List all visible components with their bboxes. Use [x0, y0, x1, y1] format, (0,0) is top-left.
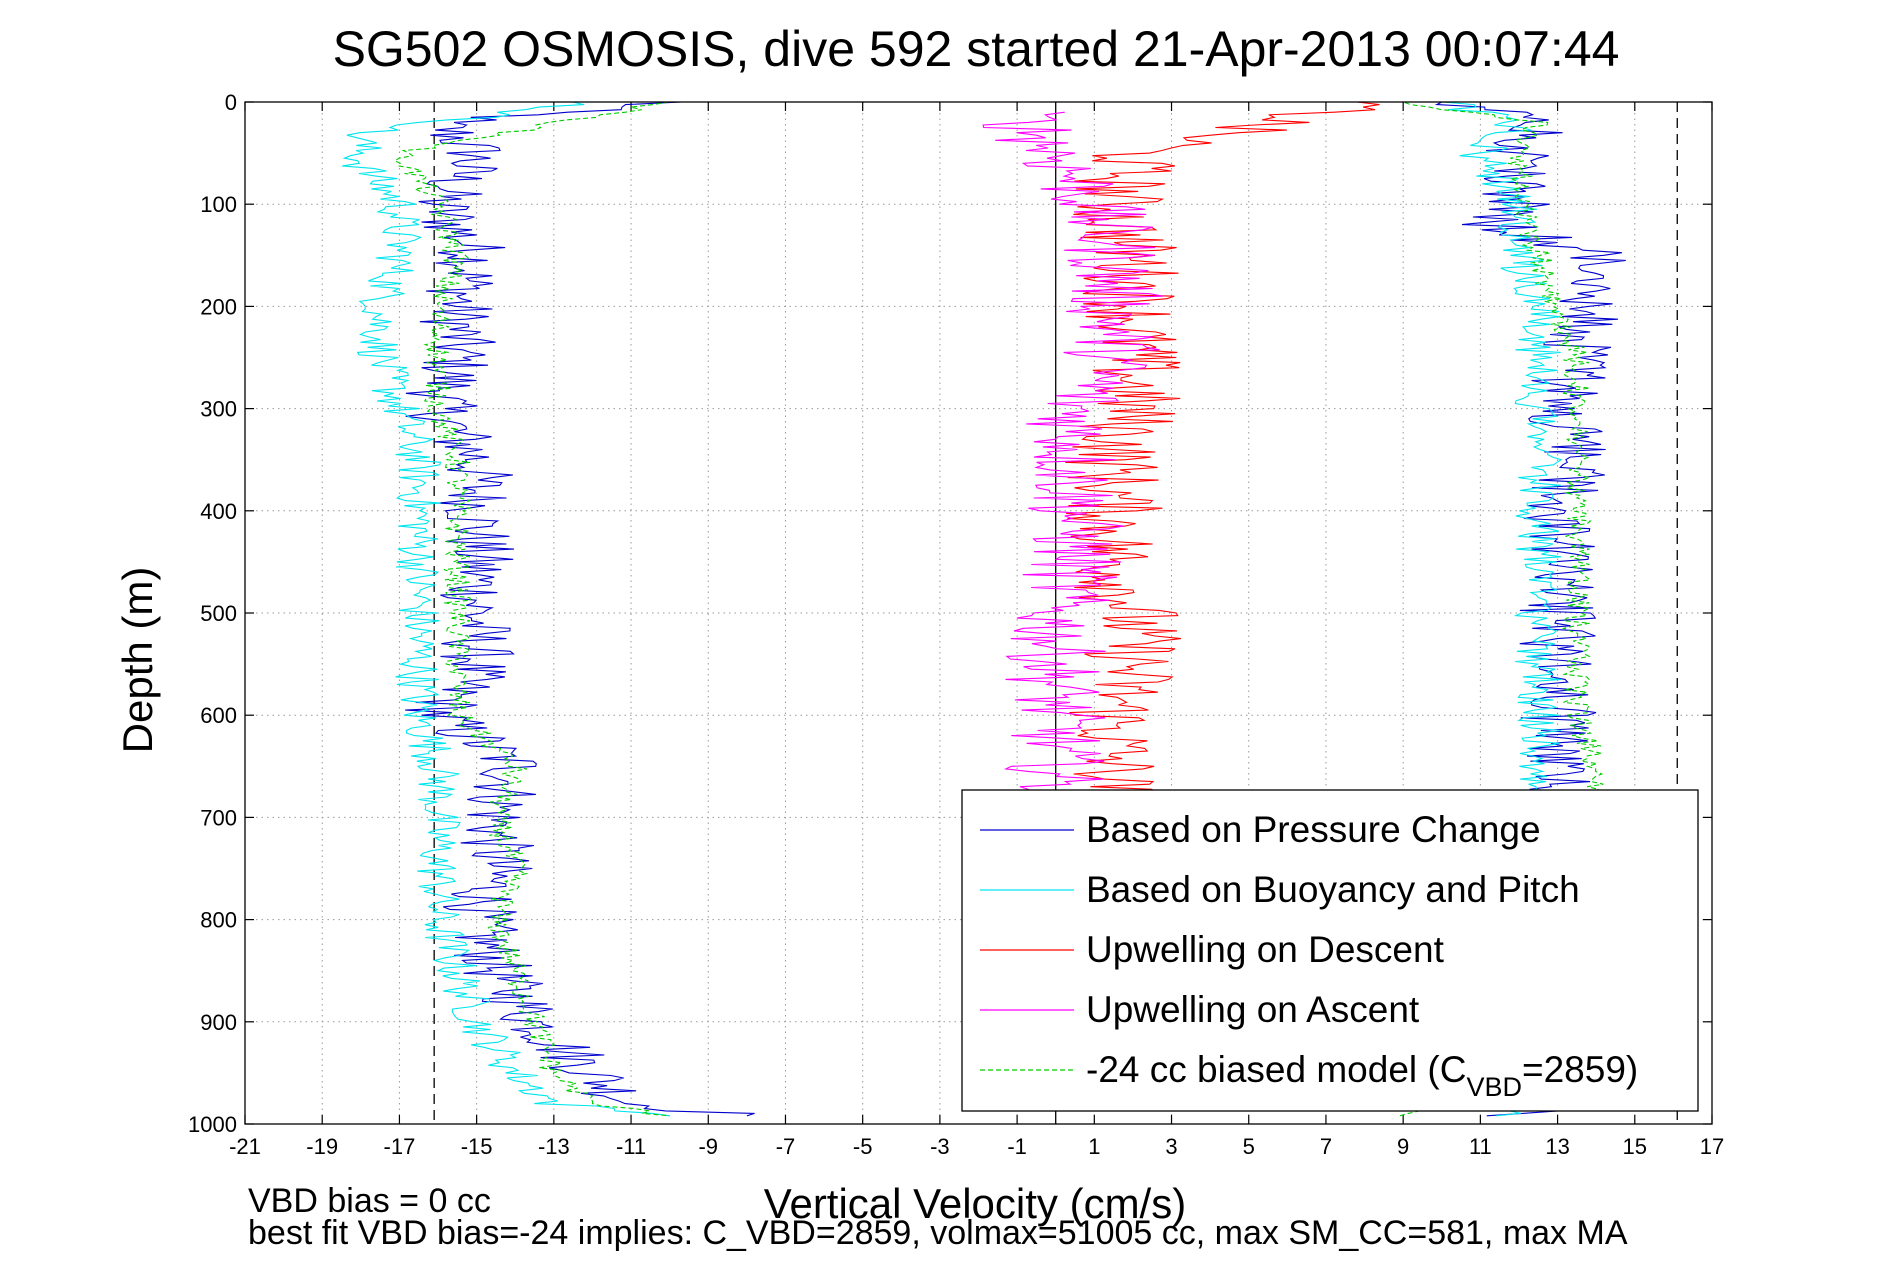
y-tick-label: 100: [200, 192, 237, 217]
plot-border: [244, 101, 1713, 1125]
y-tick-label: 500: [200, 601, 237, 626]
y-tick-label: 200: [200, 294, 237, 319]
x-tick-label: -5: [853, 1134, 873, 1159]
legend-label-part: -24 cc biased model (C: [1086, 1049, 1466, 1090]
x-tick-label: -9: [698, 1134, 718, 1159]
series-line: [982, 111, 1163, 818]
y-axis-label: Depth (m): [114, 567, 161, 754]
y-tick-label: 900: [200, 1010, 237, 1035]
x-tick-label: 1: [1088, 1134, 1100, 1159]
series-line: [393, 101, 670, 1117]
legend-label: -24 cc biased model (CVBD=2859): [1086, 1049, 1638, 1102]
x-tick-label: 5: [1243, 1134, 1255, 1159]
legend-label: Based on Pressure Change: [1086, 809, 1541, 850]
x-tick-label: 3: [1165, 1134, 1177, 1159]
x-tick-label: -13: [538, 1134, 570, 1159]
x-tick-label: -1: [1007, 1134, 1027, 1159]
legend-box: [961, 789, 1699, 1112]
y-tick-label: 1000: [188, 1112, 237, 1137]
y-tick-label: 600: [200, 703, 237, 728]
note-best-fit: best fit VBD bias=-24 implies: C_VBD=285…: [248, 1214, 1628, 1252]
x-tick-label: 15: [1623, 1134, 1647, 1159]
x-tick-label: -11: [616, 1134, 646, 1159]
x-tick-label: -7: [776, 1134, 796, 1159]
y-tick-label: 800: [200, 908, 237, 933]
x-tick-label: -3: [930, 1134, 950, 1159]
legend-label: Upwelling on Descent: [1086, 929, 1445, 970]
x-tick-label: -17: [384, 1134, 416, 1159]
x-tick-label: 9: [1397, 1134, 1409, 1159]
y-tick-label: 700: [200, 805, 237, 830]
chart-title: SG502 OSMOSIS, dive 592 started 21-Apr-2…: [333, 21, 1620, 77]
x-tick-labels: -21 -19 -17 -15 -13 -11 -9 -7 -5 -3 -1 1 3 5 7 9 11 13 15 1…: [229, 1134, 1724, 1159]
note-vbd-bias: VBD bias = 0 cc: [248, 1182, 491, 1220]
x-tick-label: -15: [461, 1134, 493, 1159]
legend-label-sub: VBD: [1466, 1072, 1522, 1102]
x-tick-label: -19: [306, 1134, 338, 1159]
series-line: [1065, 101, 1380, 818]
x-tick-label: 13: [1545, 1134, 1569, 1159]
y-tick-labels: 0 100 200 300 400 500 600 700 800 900 1000: [188, 90, 237, 1137]
legend-label-part: =2859): [1522, 1049, 1638, 1090]
y-tick-label: 400: [200, 499, 237, 524]
x-axis-label: Vertical Velocity (cm/s): [764, 1180, 1186, 1227]
series-line: [405, 101, 755, 1117]
x-tick-label: 11: [1469, 1134, 1492, 1159]
y-tick-label: 0: [225, 90, 237, 115]
y-tick-label: 300: [200, 397, 237, 422]
series-line: [342, 101, 670, 1117]
x-tick-label: 17: [1700, 1134, 1724, 1159]
x-tick-label: 7: [1320, 1134, 1332, 1159]
legend-label: Based on Buoyancy and Pitch: [1086, 869, 1580, 910]
legend-label: Upwelling on Ascent: [1086, 989, 1420, 1030]
legend: Based on Pressure Change Based on Buoyanc…: [961, 789, 1699, 1112]
x-tick-label: -21: [229, 1134, 261, 1159]
